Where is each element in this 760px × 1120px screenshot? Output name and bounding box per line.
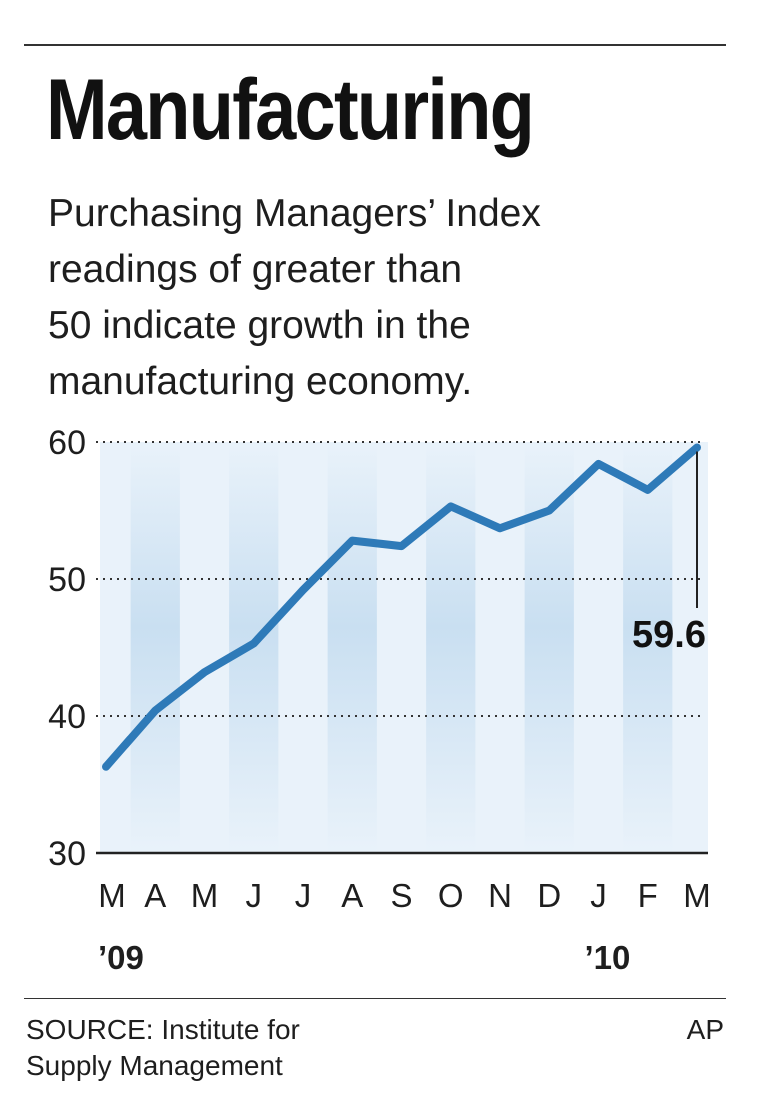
data-point (253, 642, 255, 644)
data-point (302, 589, 304, 591)
x-tick-label: M (683, 877, 711, 914)
x-tick-label: J (590, 877, 607, 914)
x-tick-label: A (341, 877, 363, 914)
data-point (204, 671, 205, 673)
data-point (647, 489, 649, 491)
month-band (130, 442, 180, 853)
x-tick-label: S (390, 877, 412, 914)
data-point (696, 446, 698, 448)
x-tick-label: J (295, 877, 312, 914)
data-point (105, 766, 107, 768)
x-tick-label: O (438, 877, 464, 914)
year-label: ’10 (585, 939, 631, 976)
year-label: ’09 (98, 939, 144, 976)
x-tick-label: F (638, 877, 658, 914)
data-point (548, 510, 550, 511)
month-band (524, 442, 574, 853)
x-tick-label: D (537, 877, 561, 914)
callout-value-label: 59.6 (632, 614, 706, 656)
y-tick-label: 50 (48, 561, 86, 599)
x-tick-label: M (98, 877, 126, 914)
month-band (327, 442, 377, 853)
x-tick-label: A (144, 877, 166, 914)
month-band (623, 442, 673, 853)
credit-label: AP (686, 1014, 724, 1045)
y-tick-label: 40 (48, 698, 86, 736)
bottom-rule (24, 998, 726, 999)
chart-subtitle: Purchasing Managers’ Index readings of g… (48, 192, 541, 403)
chart-title: Manufacturing (46, 62, 535, 158)
data-point (351, 540, 353, 542)
data-point (499, 527, 501, 529)
x-tick-label: N (488, 877, 512, 914)
y-tick-label: 30 (48, 835, 86, 873)
data-point (401, 545, 402, 547)
x-tick-label: J (246, 877, 263, 914)
data-point (154, 710, 156, 712)
x-tick-label: M (191, 877, 219, 914)
data-point (598, 463, 599, 465)
top-rule (24, 44, 726, 46)
plot-background (100, 442, 708, 853)
y-tick-label: 60 (48, 424, 86, 462)
data-point (450, 505, 452, 507)
source-note: SOURCE: Institute for Supply Management (26, 1014, 300, 1081)
